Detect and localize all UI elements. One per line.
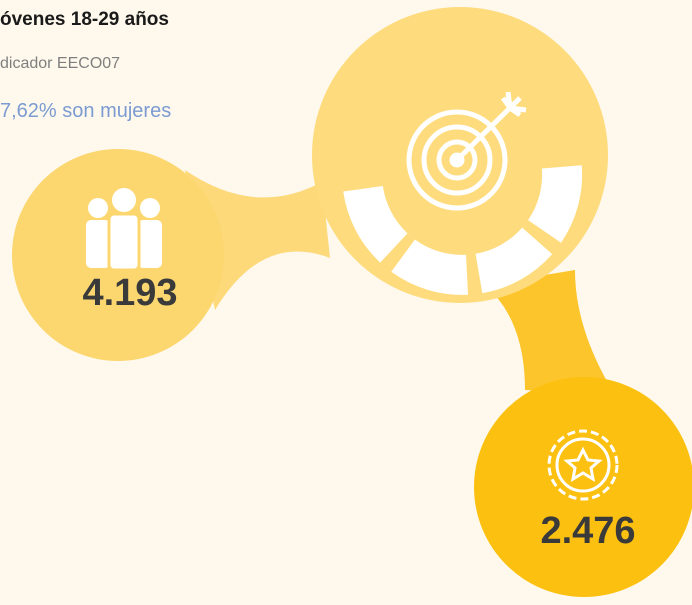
node-value: 4.193 (82, 272, 177, 314)
people-icon (86, 188, 162, 272)
target-icon (406, 91, 527, 211)
progress-arc (343, 158, 583, 295)
title: óvenes 18-29 años (0, 9, 169, 30)
node-circle (474, 377, 692, 597)
connector (485, 270, 615, 395)
medal-icon (547, 429, 619, 501)
indicator: dicador EECO07 (0, 55, 120, 72)
node-value: 2.476 (540, 510, 635, 552)
subtitle: 7,62% son mujeres (0, 100, 171, 122)
